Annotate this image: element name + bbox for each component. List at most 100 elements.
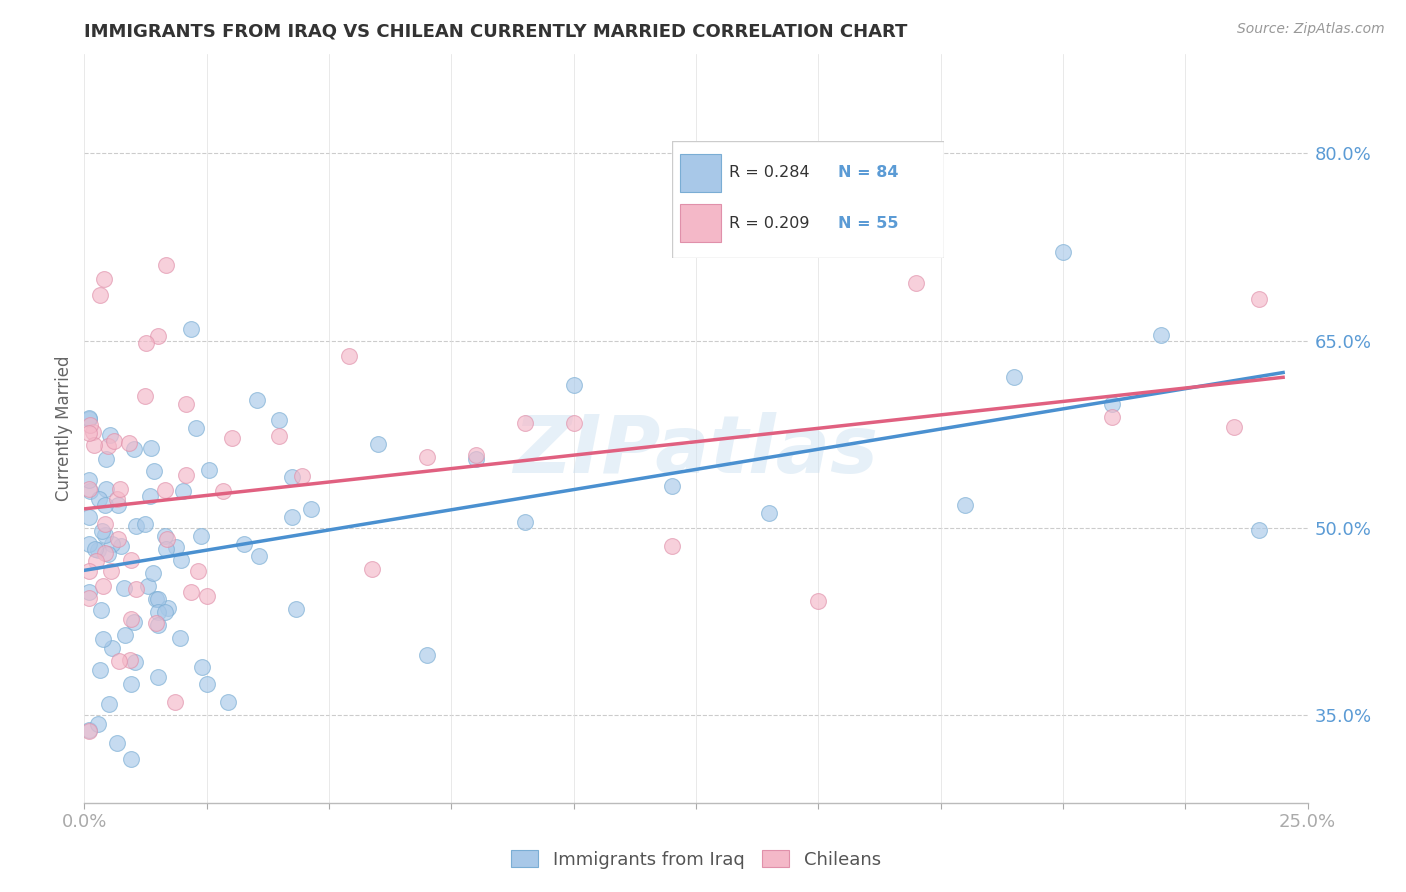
Text: N = 84: N = 84 <box>838 165 898 180</box>
Text: ZIPatlas: ZIPatlas <box>513 411 879 490</box>
FancyBboxPatch shape <box>679 204 721 242</box>
Point <box>93 272 115 286</box>
Point <box>108 483 131 497</box>
Point <box>90 603 112 617</box>
Point <box>146 329 169 343</box>
Point <box>1247 524 1270 538</box>
Point <box>83 438 105 452</box>
Point <box>416 450 439 464</box>
Point <box>110 539 132 553</box>
Point <box>180 584 202 599</box>
Point <box>91 579 114 593</box>
Point <box>148 605 170 619</box>
Point <box>121 752 143 766</box>
Point <box>122 442 145 456</box>
Point <box>134 389 156 403</box>
Point <box>77 482 100 496</box>
Point <box>120 612 142 626</box>
Point <box>77 412 100 426</box>
Point <box>281 469 304 483</box>
Point <box>195 677 218 691</box>
Point <box>155 542 177 557</box>
FancyBboxPatch shape <box>672 141 943 258</box>
Point <box>291 469 314 483</box>
Point <box>145 591 167 606</box>
Point <box>94 498 117 512</box>
Point <box>77 585 100 599</box>
Point <box>360 562 382 576</box>
Point <box>1002 370 1025 384</box>
Point <box>120 653 142 667</box>
Point <box>77 564 100 578</box>
Point <box>91 524 114 538</box>
Text: N = 55: N = 55 <box>838 216 898 231</box>
Point <box>153 529 176 543</box>
Point <box>464 452 486 467</box>
Point <box>156 600 179 615</box>
Point <box>77 426 100 441</box>
Point <box>416 648 439 663</box>
Point <box>284 602 307 616</box>
Point <box>953 498 976 512</box>
Point <box>94 546 117 560</box>
Point <box>87 492 110 507</box>
Point <box>120 553 142 567</box>
Point <box>94 451 117 466</box>
Point <box>97 547 120 561</box>
Point <box>87 542 110 557</box>
Point <box>807 594 830 608</box>
Point <box>464 448 486 462</box>
Point <box>141 441 163 455</box>
Point <box>337 349 360 363</box>
Point <box>155 258 177 272</box>
Point <box>77 537 100 551</box>
Point <box>232 537 254 551</box>
Point <box>661 478 683 492</box>
Point <box>93 632 115 646</box>
Point <box>186 421 208 435</box>
Point <box>77 591 100 606</box>
Point <box>77 723 100 737</box>
Point <box>114 628 136 642</box>
Point <box>100 564 122 578</box>
Point <box>1247 292 1270 306</box>
Point <box>101 641 124 656</box>
Point <box>146 618 169 632</box>
Point <box>103 434 125 449</box>
FancyBboxPatch shape <box>679 154 721 192</box>
Text: IMMIGRANTS FROM IRAQ VS CHILEAN CURRENTLY MARRIED CORRELATION CHART: IMMIGRANTS FROM IRAQ VS CHILEAN CURRENTL… <box>84 23 908 41</box>
Point <box>190 529 212 543</box>
Point <box>180 321 202 335</box>
Point <box>267 428 290 442</box>
Point <box>79 483 101 498</box>
Point <box>212 483 235 498</box>
Point <box>1101 397 1123 411</box>
Point <box>77 473 100 487</box>
Point <box>170 553 193 567</box>
Point <box>79 418 101 433</box>
Point <box>513 416 536 430</box>
Point <box>142 464 165 478</box>
Point <box>148 592 170 607</box>
Point <box>124 656 146 670</box>
Point <box>142 566 165 581</box>
Point <box>562 378 585 392</box>
Point <box>125 519 148 533</box>
Point <box>84 542 107 557</box>
Point <box>153 483 176 498</box>
Point <box>156 533 179 547</box>
Text: R = 0.284: R = 0.284 <box>728 165 810 180</box>
Point <box>172 484 194 499</box>
Point <box>107 532 129 546</box>
Point <box>153 606 176 620</box>
Point <box>165 540 187 554</box>
Point <box>94 528 117 542</box>
Point <box>135 335 157 350</box>
Point <box>905 276 928 290</box>
Point <box>246 392 269 407</box>
Point <box>198 463 221 477</box>
Point <box>107 654 129 668</box>
Point <box>1150 328 1173 343</box>
Point <box>146 670 169 684</box>
Point <box>98 428 121 442</box>
